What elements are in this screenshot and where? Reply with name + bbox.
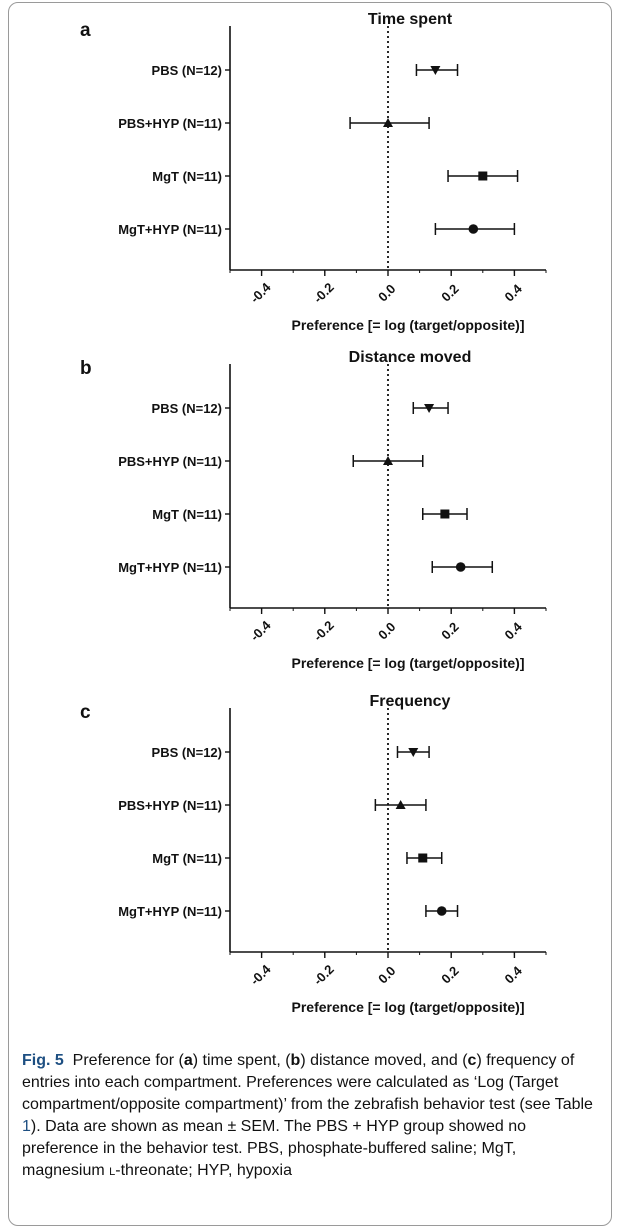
figure-caption: Fig. 5 Preference for (a) time spent, (b… [22,1050,602,1182]
y-tick-label: MgT (N=11) [152,169,222,184]
y-tick-label: MgT (N=11) [152,507,222,522]
data-point-square [478,171,488,181]
x-axis-label: Preference [= log (target/opposite)] [292,317,525,333]
x-tick-label: -0.2 [310,962,336,988]
caption-text-2: ) time spent, ( [192,1052,291,1069]
x-tick-label: 0.2 [438,963,461,986]
y-tick-label: PBS+HYP (N=11) [118,454,222,469]
panel-label: a [80,20,91,41]
chart-panel-b: b Distance moved -0.4 -0.2 0.0 0.2 0.4 Preferen… [8,346,612,676]
x-tick-label: 0.4 [502,281,526,305]
caption-label-c: c [467,1052,477,1069]
x-tick-label: -0.2 [310,280,336,306]
chart-title: Time spent [368,11,453,28]
table-ref-link[interactable]: 1 [22,1118,31,1135]
caption-text-6: -threonate; HYP, hypoxia [115,1162,292,1179]
chart-svg: b Distance moved -0.4 -0.2 0.0 0.2 0.4 Preferen… [80,349,547,671]
chart-svg: c Frequency -0.4 -0.2 0.0 0.2 0.4 Preference [=… [80,693,547,1015]
data-point-circle [468,224,479,234]
y-tick-label: MgT+HYP (N=11) [118,904,222,919]
data-point-triangle-down [408,748,419,757]
chart-panel-a: a Time spent -0.4 -0.2 0.0 0.2 0.4 Preference [… [8,8,612,338]
x-tick-label: 0.2 [438,281,461,304]
data-point-triangle-down [430,66,441,75]
chart-title: Frequency [370,693,451,710]
chart-panel-c: c Frequency -0.4 -0.2 0.0 0.2 0.4 Preference [=… [8,690,612,1020]
caption-text-3: ) distance moved, and ( [300,1052,468,1069]
y-tick-label: PBS+HYP (N=11) [118,116,222,131]
caption-text-5: ). Data are shown as mean ± SEM. The PBS… [22,1118,527,1179]
caption-l-prefix: l [109,1162,116,1179]
data-point-triangle-up [395,800,406,809]
data-point-square [440,509,450,519]
panel-label: b [80,358,92,379]
data-point-triangle-up [383,118,393,127]
data-point-square [418,853,428,863]
fig-label: Fig. 5 [22,1052,64,1069]
x-tick-label: -0.4 [247,617,274,644]
data-point-triangle-up [383,456,393,465]
data-point-circle [455,562,466,572]
x-tick-label: 0.0 [375,281,398,304]
x-tick-label: 0.0 [375,619,398,642]
chart-title: Distance moved [349,349,472,366]
figure-frame [8,2,612,1226]
data-point-triangle-down [424,404,435,413]
x-tick-label: 0.0 [375,963,398,986]
x-tick-label: 0.2 [438,619,461,642]
caption-text-1: Preference for ( [72,1052,184,1069]
data-point-circle [436,906,447,916]
y-tick-label: MgT+HYP (N=11) [118,222,222,237]
x-axis-label: Preference [= log (target/opposite)] [292,999,525,1015]
x-tick-label: -0.4 [247,279,274,306]
y-tick-label: PBS (N=12) [152,745,222,760]
caption-text-4: ) frequency of entries into each compart… [22,1052,593,1113]
x-tick-label: -0.2 [310,618,336,644]
x-axis-label: Preference [= log (target/opposite)] [292,655,525,671]
caption-label-b: b [290,1052,301,1069]
y-tick-label: PBS (N=12) [152,63,222,78]
y-tick-label: MgT+HYP (N=11) [118,560,222,575]
x-tick-label: 0.4 [502,619,526,643]
y-tick-label: PBS+HYP (N=11) [118,798,222,813]
x-tick-label: 0.4 [502,963,526,987]
x-tick-label: -0.4 [247,961,274,988]
y-tick-label: PBS (N=12) [152,401,222,416]
caption-label-a: a [183,1052,193,1069]
panel-label: c [80,702,91,723]
chart-svg: a Time spent -0.4 -0.2 0.0 0.2 0.4 Preference [… [80,11,547,333]
y-tick-label: MgT (N=11) [152,851,222,866]
